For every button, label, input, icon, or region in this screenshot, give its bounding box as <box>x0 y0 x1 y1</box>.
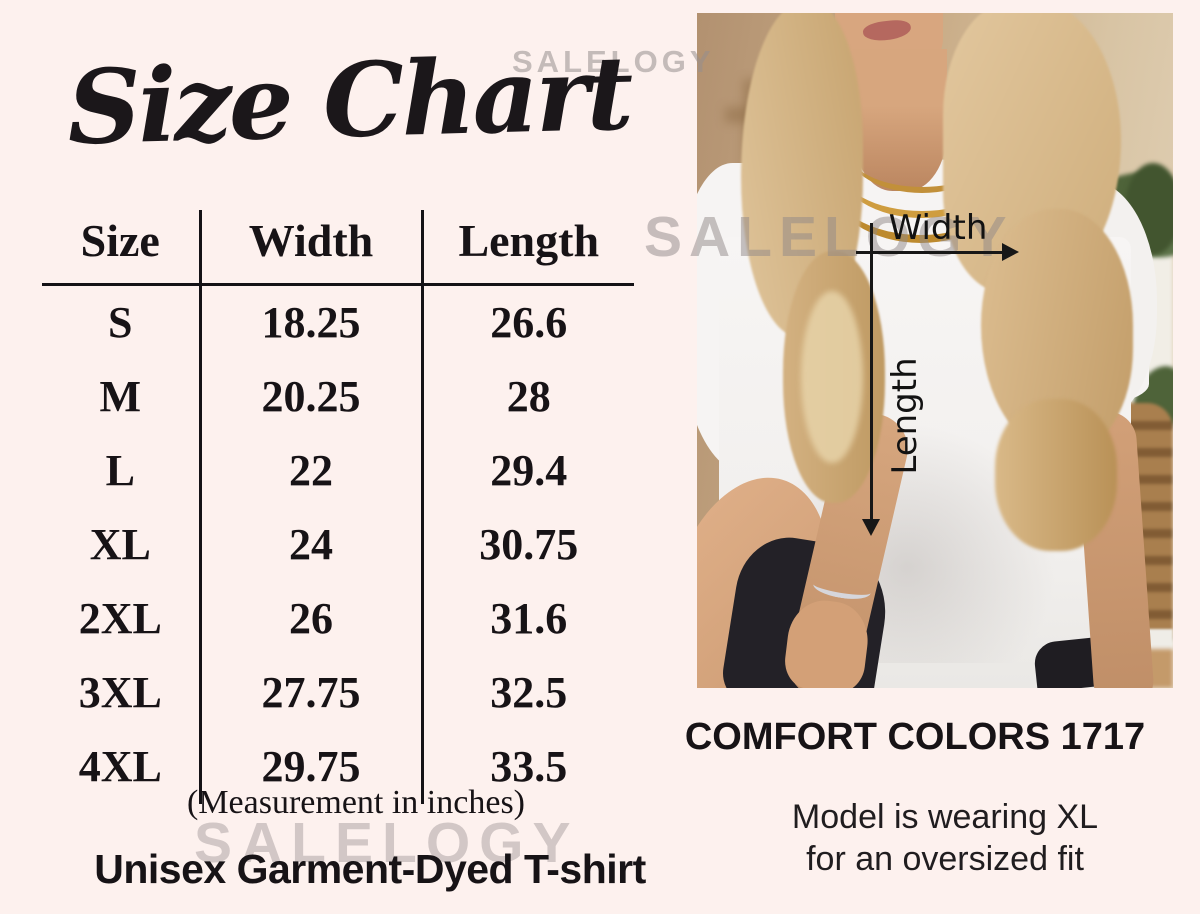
watermark-top: SALELOGY <box>512 44 715 79</box>
width-cell: 22 <box>198 434 424 508</box>
width-column-header: Width <box>198 210 424 286</box>
length-cell: 32.5 <box>490 668 568 717</box>
table-row: M 20.25 28 <box>42 360 634 434</box>
width-cell: 18.25 <box>198 284 424 360</box>
table-row: S 18.25 26.6 <box>42 284 634 360</box>
size-cell: S <box>108 298 133 347</box>
length-column-header: Length <box>422 210 634 286</box>
table-row: 4XL 29.75 33.5 <box>42 730 634 804</box>
length-arrowhead-icon <box>862 519 880 536</box>
fit-note: Model is wearing XL for an oversized fit <box>685 796 1200 880</box>
length-cell: 26.6 <box>490 298 568 347</box>
table-row: L 22 29.4 <box>42 434 634 508</box>
length-cell: 30.75 <box>479 520 579 569</box>
table-row: 2XL 26 31.6 <box>42 582 634 656</box>
size-cell: L <box>105 446 135 495</box>
fit-note-line2: for an oversized fit <box>806 840 1084 878</box>
length-cell: 33.5 <box>490 742 568 791</box>
hair-curl-highlight <box>801 291 863 463</box>
length-arrow <box>870 223 873 523</box>
table-row: XL 24 30.75 <box>42 508 634 582</box>
size-cell: 2XL <box>78 594 162 643</box>
measurement-note: (Measurement in inches) <box>187 784 525 821</box>
width-label: Width <box>888 208 988 248</box>
width-cell: 24 <box>198 508 424 582</box>
style-name: COMFORT COLORS 1717 <box>684 716 1146 758</box>
length-cell: 31.6 <box>490 594 568 643</box>
size-cell: M <box>99 372 142 421</box>
length-cell: 28 <box>506 372 551 421</box>
width-arrow <box>856 251 1006 254</box>
width-arrowhead-icon <box>1002 243 1019 261</box>
gold-necklace <box>830 119 1012 243</box>
watermark-middle: SALELOGY <box>644 205 1014 269</box>
width-cell: 26 <box>198 582 424 656</box>
width-cell: 29.75 <box>198 730 424 804</box>
table-row: 3XL 27.75 32.5 <box>42 656 634 730</box>
size-cell: 4XL <box>78 742 162 791</box>
model-photo <box>697 13 1173 688</box>
page-title: Size Chart <box>65 33 632 169</box>
size-table: Size Width Length S 18.25 26.6 M 20.25 2… <box>42 210 634 804</box>
table-header-row: Size Width Length <box>42 210 634 286</box>
width-cell: 20.25 <box>198 360 424 434</box>
width-cell: 27.75 <box>198 656 424 730</box>
length-cell: 29.4 <box>490 446 568 495</box>
watermark-bottom: SALELOGY <box>194 811 580 875</box>
length-label: Length <box>885 357 925 475</box>
product-name: Unisex Garment-Dyed T-shirt <box>94 846 646 892</box>
size-cell: 3XL <box>78 668 162 717</box>
fit-note-line1: Model is wearing XL <box>791 798 1099 836</box>
size-cell: XL <box>89 520 151 569</box>
size-column-header: Size <box>42 210 200 286</box>
model-hair-right <box>995 399 1117 551</box>
